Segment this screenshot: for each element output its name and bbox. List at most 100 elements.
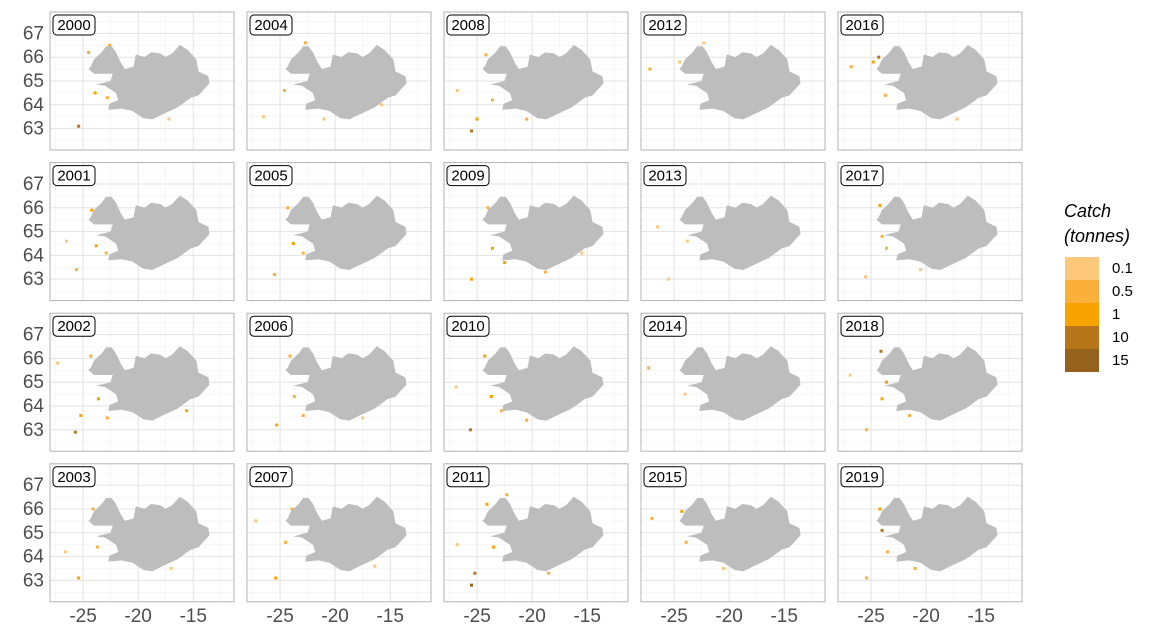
catch-point <box>490 98 494 102</box>
catch-point <box>878 203 882 207</box>
year-label: 2012 <box>648 17 681 34</box>
catch-point <box>322 117 326 121</box>
catch-point <box>79 414 83 418</box>
legend-key <box>1065 257 1099 280</box>
catch-point <box>580 251 584 255</box>
year-label-box <box>52 466 96 488</box>
y-tick-label: 63 <box>23 269 44 290</box>
year-label: 2007 <box>254 469 287 486</box>
catch-point <box>880 528 884 532</box>
panel: 2009 <box>443 162 629 302</box>
catch-point <box>680 509 684 513</box>
year-label-box <box>643 466 687 488</box>
catch-point <box>96 397 100 401</box>
x-tick-label: -15 <box>770 606 797 627</box>
year-label-box <box>446 165 490 187</box>
catch-point <box>91 507 95 511</box>
year-label: 2018 <box>845 318 878 335</box>
catch-point <box>455 543 459 547</box>
catch-point <box>656 225 660 229</box>
year-label: 2006 <box>254 318 287 335</box>
catch-point <box>849 65 853 69</box>
legend-label: 1 <box>1112 306 1120 323</box>
catch-point <box>65 239 69 243</box>
year-label-box <box>249 315 293 337</box>
year-label: 2014 <box>648 318 681 335</box>
catch-point <box>74 268 78 272</box>
catch-point <box>877 55 881 59</box>
panel-border <box>640 162 826 302</box>
panel-border <box>443 162 629 302</box>
panel-border <box>246 11 432 151</box>
x-tick-label: -25 <box>69 606 96 627</box>
catch-point <box>87 50 91 54</box>
catch-point <box>684 540 688 544</box>
catch-point <box>884 380 888 384</box>
catch-point <box>702 41 706 45</box>
catch-point <box>485 502 489 506</box>
year-label: 2019 <box>845 469 878 486</box>
catch-point <box>879 349 883 353</box>
y-tick-label: 67 <box>23 325 44 346</box>
year-label-box <box>840 315 884 337</box>
catch-point <box>878 507 882 511</box>
catch-point <box>685 239 689 243</box>
panel-border <box>246 463 432 603</box>
year-label: 2011 <box>452 469 484 486</box>
panel: 2002 <box>49 312 235 452</box>
catch-point <box>865 576 869 580</box>
legend-key <box>1065 280 1099 303</box>
catch-point <box>483 354 487 358</box>
catch-point <box>169 566 173 570</box>
panel-border <box>443 11 629 151</box>
year-label-box <box>446 315 490 337</box>
catch-point <box>77 124 81 128</box>
legend-key <box>1065 326 1099 349</box>
catch-point <box>167 117 171 121</box>
panel: 2005 <box>246 162 432 302</box>
year-label-box <box>52 165 96 187</box>
catch-point <box>89 354 93 358</box>
year-label: 2000 <box>57 17 90 34</box>
catch-point <box>864 275 868 279</box>
panel: 2017 <box>837 162 1023 302</box>
y-tick-label: 66 <box>23 47 44 68</box>
panel-border <box>837 11 1023 151</box>
panel: 2007 <box>246 463 432 603</box>
y-tick-label: 63 <box>23 570 44 591</box>
x-tick-label: -15 <box>573 606 600 627</box>
legend-label: 0.5 <box>1112 283 1133 300</box>
panel: 2011 <box>443 463 629 603</box>
panel: 2014 <box>640 312 826 452</box>
year-label-box <box>840 14 884 36</box>
catch-point <box>865 428 869 432</box>
x-tick-label: -25 <box>266 606 293 627</box>
year-label: 2003 <box>57 469 90 486</box>
catch-point <box>683 392 687 396</box>
panel: 2003 <box>49 463 235 603</box>
catch-point <box>955 117 959 121</box>
catch-point <box>473 571 477 575</box>
catch-point <box>379 103 383 107</box>
catch-point <box>95 545 99 549</box>
year-label-box <box>643 165 687 187</box>
panel: 2012 <box>640 11 826 151</box>
catch-point <box>77 576 81 580</box>
catch-point <box>525 418 529 422</box>
x-tick-label: -15 <box>179 606 206 627</box>
catch-point <box>275 423 279 427</box>
x-tick-label: -25 <box>857 606 884 627</box>
catch-point <box>105 96 109 100</box>
catch-point <box>919 268 923 272</box>
panel: 2016 <box>837 11 1023 151</box>
catch-point <box>274 576 278 580</box>
panel-border <box>443 463 629 603</box>
year-label-box <box>643 14 687 36</box>
year-label-box <box>249 165 293 187</box>
catch-point <box>543 270 547 274</box>
catch-point <box>470 583 474 587</box>
catch-point <box>107 43 111 47</box>
catch-point <box>63 550 67 554</box>
catch-point <box>492 545 496 549</box>
